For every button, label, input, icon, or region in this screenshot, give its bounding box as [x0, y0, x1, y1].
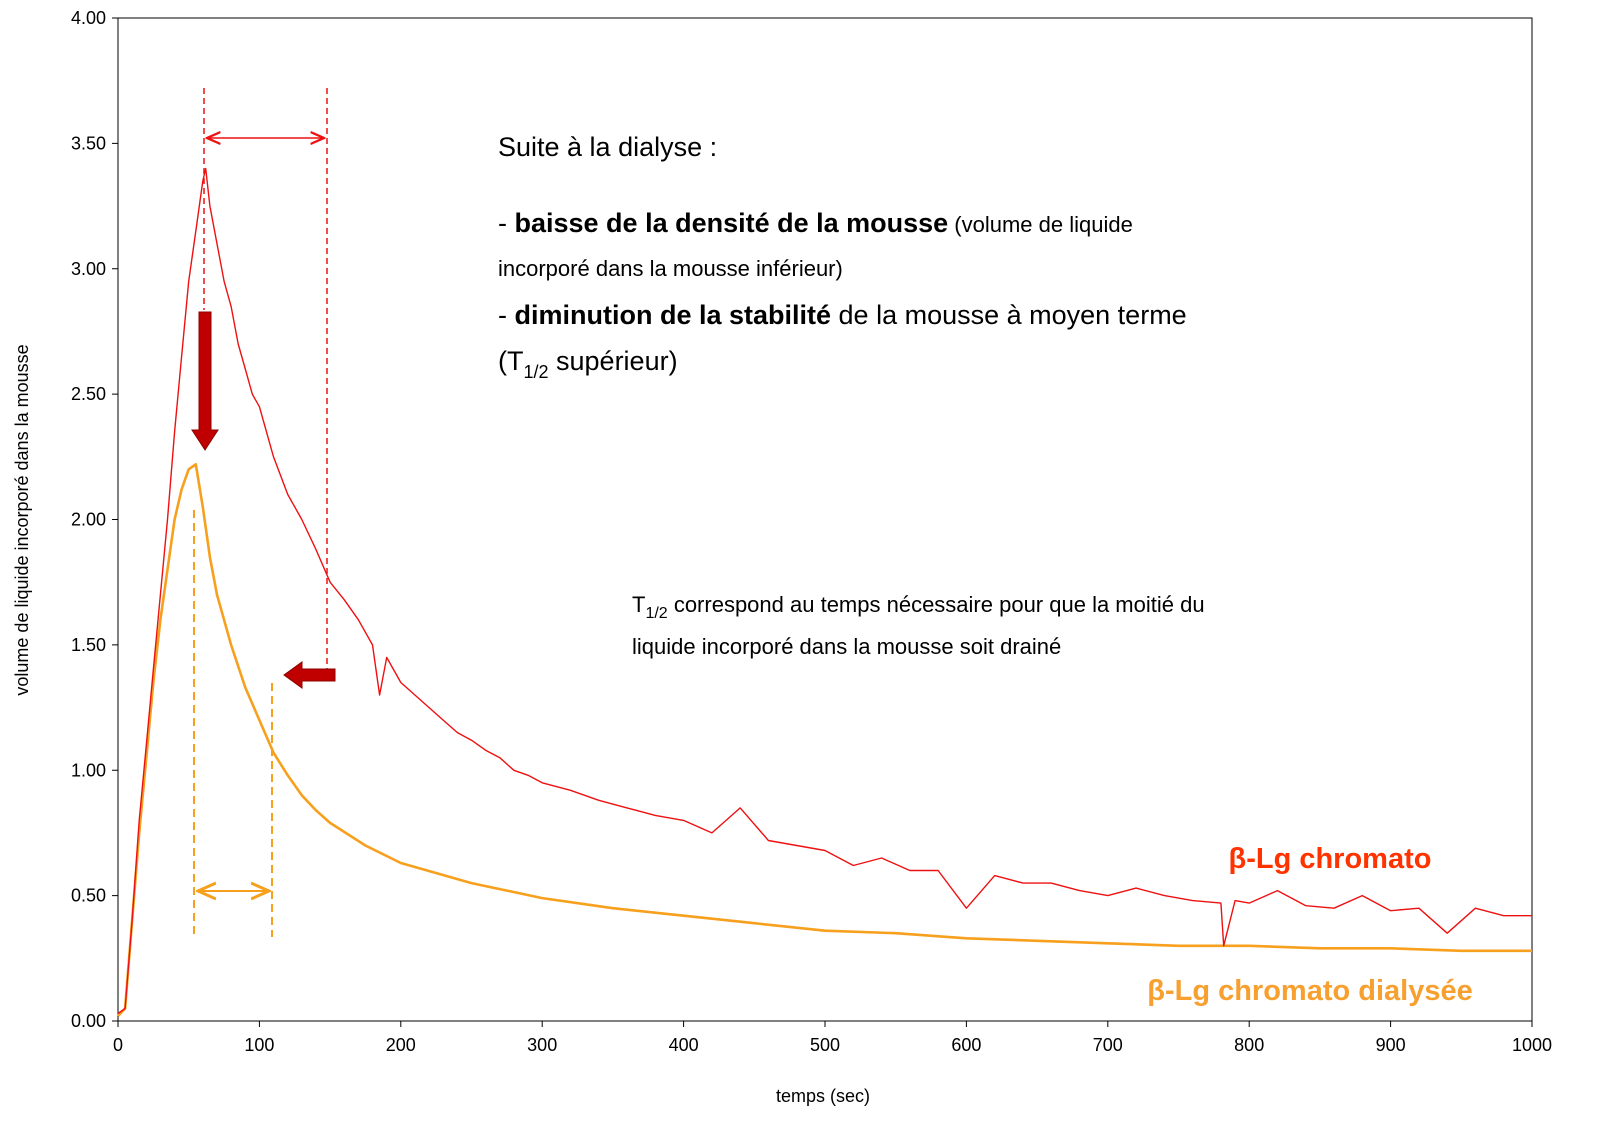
annotation: (T1/2 supérieur) [498, 346, 678, 382]
y-tick-label: 0.00 [71, 1011, 106, 1031]
x-axis-label: temps (sec) [776, 1086, 870, 1106]
annotation-part: T [632, 592, 645, 617]
y-tick-label: 3.50 [71, 133, 106, 153]
x-tick-label: 100 [244, 1035, 274, 1055]
annotation-part: Suite à la dialyse : [498, 132, 717, 162]
left-arrow [283, 661, 336, 689]
x-tick-label: 1000 [1512, 1035, 1552, 1055]
x-tick-label: 300 [527, 1035, 557, 1055]
y-axis-label: volume de liquide incorporé dans la mous… [12, 344, 32, 695]
decorations [191, 88, 336, 937]
series-line [117, 463, 1532, 1017]
series-line [117, 167, 1532, 1015]
y-tick-label: 1.00 [71, 760, 106, 780]
annotation-part: diminution de la stabilité [515, 300, 832, 330]
x-tick-label: 200 [386, 1035, 416, 1055]
x-tick-label: 500 [810, 1035, 840, 1055]
y-tick-label: 4.00 [71, 8, 106, 28]
annotation-part: supérieur) [549, 346, 678, 376]
y-tick-label: 0.50 [71, 886, 106, 906]
annotation-part: liquide incorporé dans la mousse soit dr… [632, 634, 1061, 659]
annotation: liquide incorporé dans la mousse soit dr… [632, 634, 1061, 659]
x-tick-label: 600 [951, 1035, 981, 1055]
x-tick-label: 400 [669, 1035, 699, 1055]
annotation-part: - [498, 300, 515, 330]
annotations: Suite à la dialyse : - baisse de la dens… [498, 132, 1205, 659]
annotation: Suite à la dialyse : [498, 132, 717, 162]
y-tick-label: 2.50 [71, 384, 106, 404]
annotation: incorporé dans la mousse inférieur) [498, 256, 843, 281]
x-tick-label: 900 [1376, 1035, 1406, 1055]
series-label: β-Lg chromato [1229, 843, 1432, 875]
x-tick-label: 700 [1093, 1035, 1123, 1055]
x-tick-label: 0 [113, 1035, 123, 1055]
annotation-part: 1/2 [523, 362, 548, 382]
annotation: - baisse de la densité de la mousse (vol… [498, 208, 1133, 238]
annotation-part: de la mousse à moyen terme [831, 300, 1187, 330]
annotation-part: baisse de la densité de la mousse [515, 208, 949, 238]
annotation-part: incorporé dans la mousse inférieur) [498, 256, 843, 281]
y-tick-label: 3.00 [71, 259, 106, 279]
annotation: T1/2 correspond au temps nécessaire pour… [632, 592, 1205, 622]
series-label: β-Lg chromato dialysée [1147, 975, 1473, 1007]
y-tick-label: 2.00 [71, 510, 106, 530]
annotation-part: 1/2 [645, 605, 667, 622]
annotation: - diminution de la stabilité de la mouss… [498, 300, 1187, 330]
annotation-part: correspond au temps nécessaire pour que … [668, 592, 1205, 617]
annotation-part: (volume de liquide [948, 212, 1133, 237]
annotation-part: (T [498, 346, 523, 376]
series-layer [117, 167, 1532, 1017]
down-arrow [191, 311, 219, 451]
annotation-part: - [498, 208, 515, 238]
x-tick-label: 800 [1234, 1035, 1264, 1055]
y-tick-label: 1.50 [71, 635, 106, 655]
